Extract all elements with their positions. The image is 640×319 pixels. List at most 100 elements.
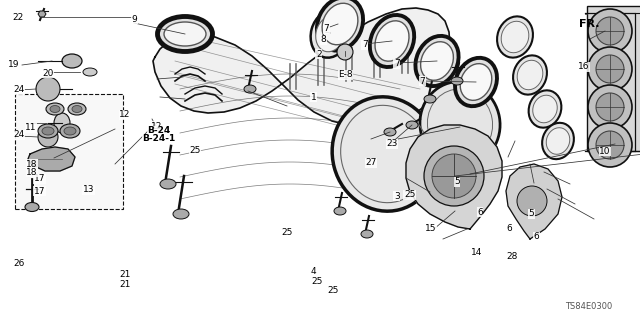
Bar [587, 6, 640, 151]
Text: 11: 11 [25, 123, 36, 132]
Ellipse shape [420, 42, 453, 80]
Ellipse shape [316, 16, 344, 52]
Circle shape [596, 93, 624, 121]
Ellipse shape [501, 21, 529, 53]
Ellipse shape [72, 106, 82, 113]
Text: 19: 19 [8, 60, 20, 69]
Ellipse shape [50, 106, 60, 113]
Ellipse shape [62, 54, 82, 68]
Text: 16: 16 [578, 63, 589, 71]
Polygon shape [406, 125, 502, 229]
Text: B-24: B-24 [147, 126, 170, 135]
Circle shape [588, 47, 632, 91]
Text: 5: 5 [454, 177, 460, 186]
Ellipse shape [529, 90, 561, 128]
Circle shape [588, 9, 632, 53]
Text: 23: 23 [386, 139, 397, 148]
Ellipse shape [173, 209, 189, 219]
Text: 3: 3 [394, 192, 399, 201]
Text: 9: 9 [132, 15, 137, 24]
Circle shape [38, 127, 58, 147]
Text: 6: 6 [506, 224, 511, 233]
Text: 22: 22 [12, 13, 24, 22]
Text: 13: 13 [83, 185, 94, 194]
Ellipse shape [424, 95, 436, 103]
Ellipse shape [64, 127, 76, 135]
Text: TS84E0300: TS84E0300 [565, 302, 612, 311]
Ellipse shape [420, 82, 500, 167]
Text: 4: 4 [311, 267, 316, 276]
Text: 12: 12 [151, 122, 163, 130]
Ellipse shape [332, 97, 438, 211]
Ellipse shape [370, 15, 414, 67]
Text: 18: 18 [26, 160, 38, 169]
Ellipse shape [497, 16, 533, 58]
Ellipse shape [42, 127, 54, 135]
Ellipse shape [46, 103, 64, 115]
Ellipse shape [322, 3, 358, 45]
Text: 21: 21 [119, 280, 131, 289]
Text: 21: 21 [119, 271, 131, 279]
Ellipse shape [244, 85, 256, 93]
Text: 25: 25 [311, 277, 323, 286]
Ellipse shape [361, 230, 373, 238]
Circle shape [596, 131, 624, 159]
Ellipse shape [384, 128, 396, 136]
Ellipse shape [375, 21, 409, 61]
Text: 28: 28 [506, 252, 518, 261]
Text: 24: 24 [13, 130, 25, 139]
Ellipse shape [406, 121, 418, 129]
Ellipse shape [160, 179, 176, 189]
Ellipse shape [310, 10, 349, 58]
Circle shape [36, 77, 60, 101]
Ellipse shape [60, 124, 80, 138]
Circle shape [337, 44, 353, 60]
Text: 5: 5 [529, 209, 534, 218]
Text: 17: 17 [34, 174, 45, 183]
Circle shape [424, 146, 484, 206]
Circle shape [596, 55, 624, 83]
Text: 25: 25 [327, 286, 339, 295]
Text: 25: 25 [189, 146, 201, 155]
Text: B-24-1: B-24-1 [142, 134, 175, 143]
Ellipse shape [415, 36, 459, 86]
Ellipse shape [38, 124, 58, 138]
Text: 6: 6 [534, 232, 539, 241]
Text: 25: 25 [281, 228, 292, 237]
Bar [15, 94, 123, 209]
Ellipse shape [317, 0, 363, 51]
Ellipse shape [517, 60, 543, 90]
Text: 7: 7 [420, 77, 425, 86]
Text: 20: 20 [42, 69, 54, 78]
Ellipse shape [460, 64, 492, 100]
Circle shape [517, 186, 547, 216]
Text: 2: 2 [316, 50, 321, 59]
Ellipse shape [547, 128, 570, 154]
Text: 24: 24 [13, 85, 25, 94]
Text: 15: 15 [425, 224, 436, 233]
Text: FR.: FR. [579, 19, 600, 29]
Text: 25: 25 [404, 190, 415, 199]
Text: E-8: E-8 [339, 70, 353, 79]
Ellipse shape [334, 207, 346, 215]
Ellipse shape [83, 68, 97, 76]
Polygon shape [28, 147, 75, 171]
Circle shape [432, 154, 476, 198]
Text: 7: 7 [324, 24, 329, 33]
Text: 26: 26 [13, 259, 25, 268]
Circle shape [588, 85, 632, 129]
Text: 6: 6 [477, 208, 483, 217]
Text: 18: 18 [26, 168, 38, 177]
Ellipse shape [164, 22, 206, 46]
Text: 27: 27 [365, 158, 377, 167]
Text: 14: 14 [471, 248, 483, 256]
Text: 7: 7 [394, 59, 399, 68]
Polygon shape [506, 164, 562, 239]
Ellipse shape [532, 95, 557, 123]
Ellipse shape [455, 58, 497, 106]
Circle shape [596, 17, 624, 45]
Ellipse shape [157, 17, 212, 51]
Ellipse shape [451, 77, 463, 85]
Circle shape [588, 123, 632, 167]
Polygon shape [153, 8, 450, 127]
